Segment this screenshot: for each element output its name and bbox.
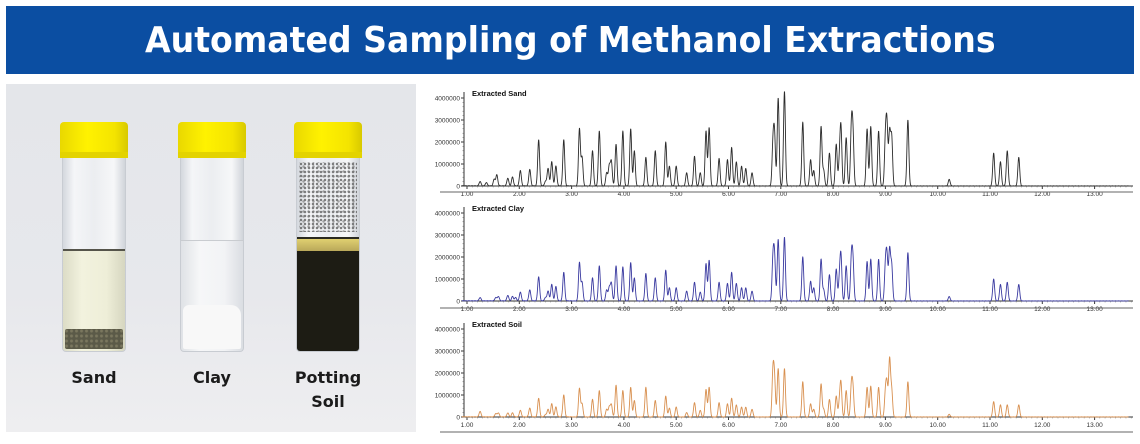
x-tick-label: 12.00 [1034, 306, 1051, 313]
chromatogram-extracted-sand: 0 1000000 2000000 3000000 4000000 1.00 2.00 3.0… [435, 89, 1133, 198]
x-tick-label: 12.00 [1034, 422, 1051, 429]
x-tick-label: 12.00 [1034, 191, 1051, 198]
vial-cap [60, 122, 128, 158]
x-tick-label: 3.00 [565, 422, 578, 429]
y-tick-label: 3000000 [435, 118, 461, 125]
y-tick-label: 4000000 [435, 211, 461, 218]
vial-label-soil: Potting Soil [294, 368, 362, 411]
title-banner: Automated Sampling of Methanol Extractio… [6, 6, 1134, 74]
x-tick-label: 8.00 [827, 306, 840, 313]
x-tick-label: 13.00 [1086, 422, 1103, 429]
signal-trace [461, 356, 1129, 418]
x-tick-label: 13.00 [1086, 191, 1103, 198]
vial-label-sand: Sand [71, 368, 117, 387]
y-tick-label: 0 [456, 299, 460, 306]
vial-cap [178, 122, 246, 158]
vials-photo: Sand Clay Potting Soil [6, 84, 416, 432]
x-tick-label: 3.00 [565, 191, 578, 198]
chart-title: Extracted Sand [472, 89, 527, 98]
sand-sediment [65, 329, 123, 349]
x-tick-label: 1.00 [461, 191, 474, 198]
chromatograms-svg: 0 1000000 2000000 3000000 4000000 1.00 2.00 3.0… [435, 89, 1133, 433]
x-tick-label: 1.00 [461, 422, 474, 429]
signal-trace [461, 91, 1129, 187]
x-tick-label: 10.00 [930, 191, 947, 198]
signal-trace [461, 237, 1129, 302]
y-tick-label: 0 [456, 184, 460, 191]
x-tick-label: 1.00 [461, 306, 474, 313]
vial-glass [180, 158, 244, 352]
chromatogram-panel: 0 1000000 2000000 3000000 4000000 1.00 2.00 3.0… [420, 80, 1140, 439]
vial-glass [296, 158, 360, 352]
x-tick-label: 6.00 [722, 306, 735, 313]
vial-glass [62, 158, 126, 352]
x-tick-label: 5.00 [670, 191, 683, 198]
x-tick-label: 7.00 [774, 191, 787, 198]
vial-label-clay: Clay [193, 368, 231, 387]
x-tick-label: 13.00 [1086, 306, 1103, 313]
x-tick-label: 6.00 [722, 191, 735, 198]
x-tick-label: 3.00 [565, 306, 578, 313]
chromatogram-extracted-clay: 0 1000000 2000000 3000000 4000000 1.00 2.00 3.0… [435, 204, 1133, 313]
x-tick-label: 2.00 [513, 191, 526, 198]
x-tick-label: 4.00 [618, 191, 631, 198]
x-tick-label: 7.00 [774, 422, 787, 429]
clay-sediment [183, 305, 241, 349]
x-tick-label: 9.00 [879, 422, 892, 429]
x-tick-label: 5.00 [670, 306, 683, 313]
x-tick-label: 9.00 [879, 306, 892, 313]
y-tick-label: 3000000 [435, 233, 461, 240]
x-tick-label: 6.00 [722, 422, 735, 429]
chromatogram-extracted-soil: 0 1000000 2000000 3000000 4000000 1.00 2.00 3.0… [435, 320, 1133, 433]
x-tick-label: 4.00 [618, 306, 631, 313]
x-tick-label: 8.00 [827, 422, 840, 429]
x-tick-label: 2.00 [513, 306, 526, 313]
y-tick-label: 1000000 [435, 393, 461, 400]
x-tick-label: 10.00 [930, 422, 947, 429]
chart-title: Extracted Soil [472, 320, 522, 329]
x-tick-label: 11.00 [982, 191, 998, 198]
y-tick-label: 1000000 [435, 162, 461, 169]
y-tick-label: 2000000 [435, 140, 461, 147]
x-tick-label: 4.00 [618, 422, 631, 429]
y-tick-label: 4000000 [435, 96, 461, 103]
chart-title: Extracted Clay [472, 204, 525, 213]
y-tick-label: 4000000 [435, 327, 461, 334]
y-tick-label: 3000000 [435, 349, 461, 356]
y-tick-label: 0 [456, 415, 460, 422]
y-tick-label: 2000000 [435, 255, 461, 262]
y-tick-label: 1000000 [435, 277, 461, 284]
vial-cap [294, 122, 362, 158]
x-tick-label: 2.00 [513, 422, 526, 429]
x-tick-label: 10.00 [930, 306, 947, 313]
x-tick-label: 11.00 [982, 422, 998, 429]
x-tick-label: 7.00 [774, 306, 787, 313]
page-title: Automated Sampling of Methanol Extractio… [144, 19, 996, 61]
x-tick-label: 8.00 [827, 191, 840, 198]
x-tick-label: 11.00 [982, 306, 998, 313]
x-tick-label: 5.00 [670, 422, 683, 429]
x-tick-label: 9.00 [879, 191, 892, 198]
y-tick-label: 2000000 [435, 371, 461, 378]
